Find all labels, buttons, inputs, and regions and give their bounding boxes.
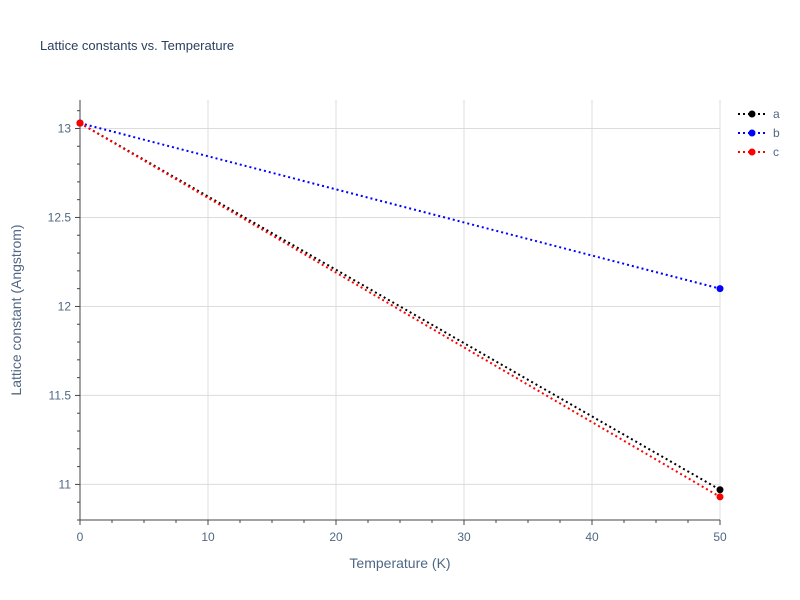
x-tick-label: 10 xyxy=(201,530,215,544)
y-tick-label: 11 xyxy=(59,477,72,491)
legend-item-a[interactable]: a xyxy=(738,107,780,121)
series-c xyxy=(76,119,724,501)
chart-title: Lattice constants vs. Temperature xyxy=(40,38,234,53)
x-tick-label: 30 xyxy=(457,530,471,544)
x-axis-title: Temperature (K) xyxy=(349,555,450,571)
x-tick-label: 40 xyxy=(585,530,599,544)
legend-label: a xyxy=(773,107,780,121)
y-tick-label: 13 xyxy=(58,121,72,135)
series-line-c xyxy=(79,122,721,498)
series-layer xyxy=(76,119,724,501)
x-tick-label: 50 xyxy=(713,530,727,544)
data-point-c xyxy=(716,493,724,501)
x-tick-label: 0 xyxy=(77,530,84,544)
y-tick-label: 11.5 xyxy=(49,388,72,402)
data-point-a xyxy=(716,486,724,494)
y-tick-label: 12 xyxy=(58,299,72,313)
axes xyxy=(75,100,721,525)
series-line-b xyxy=(79,122,721,290)
legend-label: b xyxy=(773,126,780,140)
legend-swatch-marker xyxy=(748,110,756,118)
y-axis-title: Lattice constant (Angstrom) xyxy=(8,224,24,395)
series-b xyxy=(76,119,724,293)
data-point-c xyxy=(76,119,84,127)
x-tick-label: 20 xyxy=(329,530,343,544)
legend-item-b[interactable]: b xyxy=(738,126,780,140)
legend-swatch-marker xyxy=(748,148,756,156)
legend-label: c xyxy=(773,145,779,159)
legend-swatch-marker xyxy=(748,129,756,137)
legend-item-c[interactable]: c xyxy=(738,145,779,159)
y-tick-label: 12.5 xyxy=(48,210,72,224)
legend[interactable]: abc xyxy=(738,107,780,159)
grid xyxy=(80,100,721,520)
tick-labels: 0 10 20 30 40 50 11 11.5 12 12.5 13 xyxy=(48,121,727,544)
data-point-b xyxy=(716,285,724,293)
